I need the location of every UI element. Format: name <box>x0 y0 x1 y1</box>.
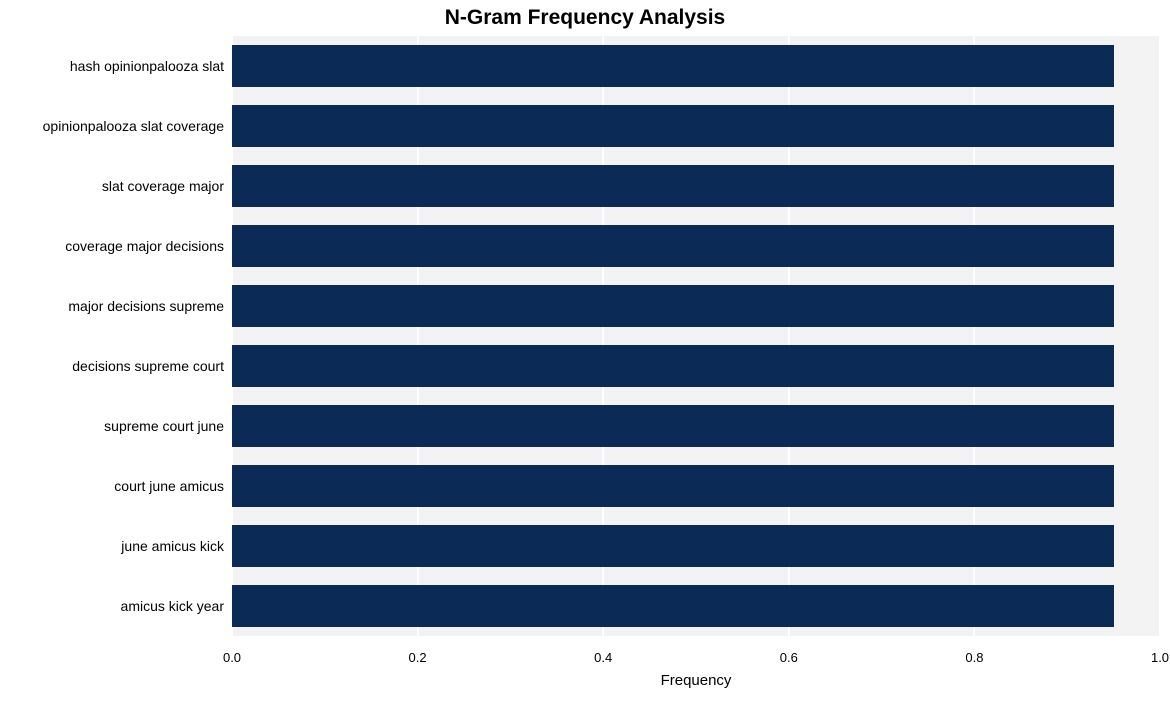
bar <box>232 285 1114 327</box>
ngram-frequency-chart: N-Gram Frequency Analysis hash opinionpa… <box>0 0 1170 701</box>
chart-title: N-Gram Frequency Analysis <box>0 6 1170 30</box>
bars-layer <box>232 36 1160 636</box>
x-axis-label: Frequency <box>232 672 1160 689</box>
y-tick-label: amicus kick year <box>121 598 224 614</box>
y-tick-label: coverage major decisions <box>65 238 224 254</box>
y-tick-label: opinionpalooza slat coverage <box>43 118 224 134</box>
bar <box>232 165 1114 207</box>
bar <box>232 345 1114 387</box>
bar <box>232 45 1114 87</box>
bar <box>232 525 1114 567</box>
bar <box>232 225 1114 267</box>
y-tick-label: hash opinionpalooza slat <box>70 58 224 74</box>
x-tick-label: 1.0 <box>1151 650 1169 665</box>
x-tick-label: 0.2 <box>409 650 427 665</box>
y-tick-label: supreme court june <box>104 418 224 434</box>
y-axis-labels: hash opinionpalooza slat opinionpalooza s… <box>0 36 224 636</box>
x-axis-ticks: 0.00.20.40.60.81.0 <box>232 636 1160 666</box>
plot-area <box>232 36 1160 636</box>
y-tick-label: court june amicus <box>114 478 224 494</box>
y-tick-label: june amicus kick <box>121 538 224 554</box>
x-tick-label: 0.4 <box>594 650 612 665</box>
bar <box>232 105 1114 147</box>
x-tick-label: 0.0 <box>223 650 241 665</box>
bar <box>232 585 1114 627</box>
bar <box>232 465 1114 507</box>
y-tick-label: slat coverage major <box>102 178 224 194</box>
y-tick-label: decisions supreme court <box>72 358 224 374</box>
bar <box>232 405 1114 447</box>
y-tick-label: major decisions supreme <box>68 298 224 314</box>
x-tick-label: 0.8 <box>965 650 983 665</box>
x-tick-label: 0.6 <box>780 650 798 665</box>
